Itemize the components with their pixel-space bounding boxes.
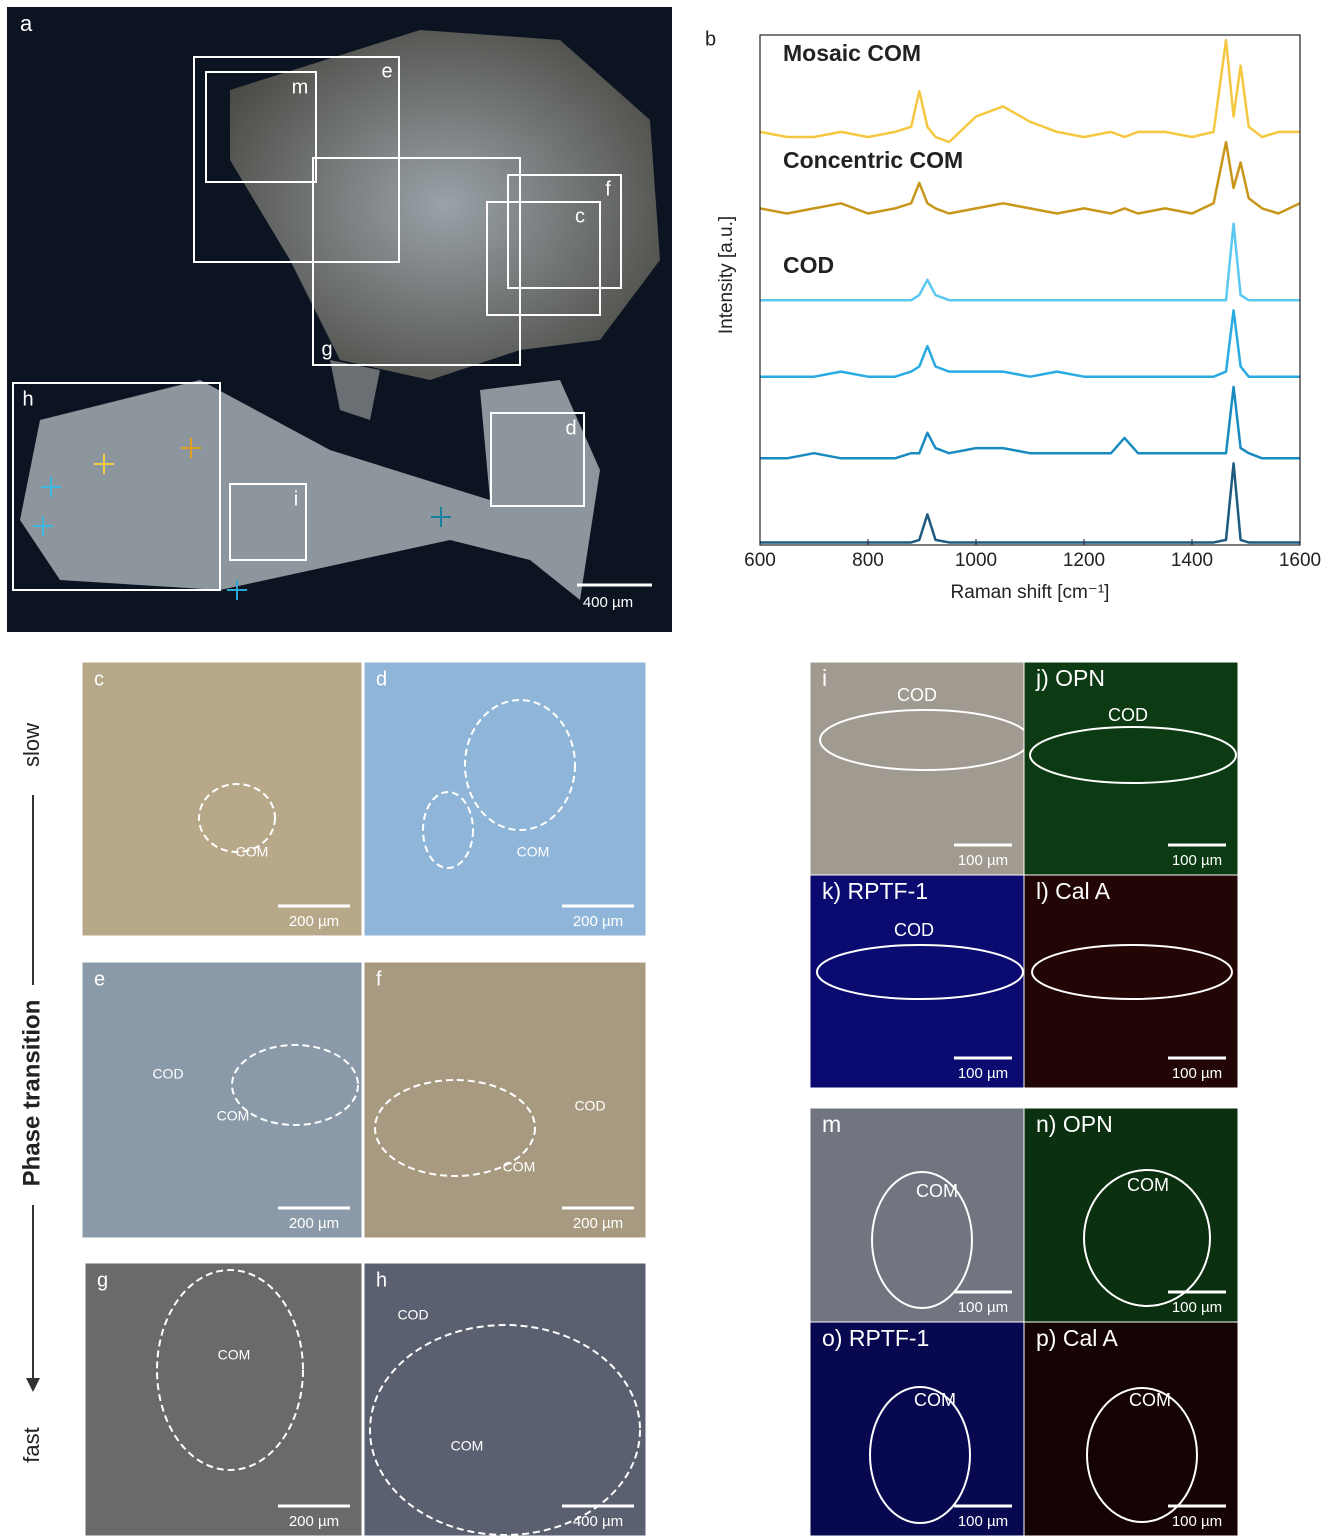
annotation: COM — [1127, 1175, 1169, 1195]
panel-label: e — [94, 968, 105, 990]
scale-label: 100 µm — [958, 1065, 1008, 1082]
scale-label: 400 µm — [583, 594, 633, 611]
series-label: Concentric COM — [783, 147, 963, 173]
scale-label: 200 µm — [289, 1513, 339, 1530]
box-label: d — [565, 417, 576, 439]
spectrum — [760, 463, 1300, 542]
annotation: COM — [236, 844, 269, 860]
panel-label: n) OPN — [1036, 1111, 1113, 1137]
plot-frame — [760, 35, 1300, 545]
series-label: Mosaic COM — [783, 40, 921, 66]
x-tick-label: 1000 — [955, 550, 997, 571]
micrograph — [1024, 662, 1238, 875]
annotation: COM — [503, 1159, 536, 1175]
panel-label: j) OPN — [1035, 665, 1105, 691]
box-label: m — [292, 76, 309, 98]
panel-label: i — [822, 665, 827, 691]
box-label: c — [575, 205, 585, 227]
micrograph — [82, 662, 362, 936]
annotation: COD — [152, 1066, 183, 1082]
box-label: i — [294, 488, 298, 510]
micrograph — [1024, 1322, 1238, 1536]
scale-label: 100 µm — [958, 1513, 1008, 1530]
annotation: COD — [574, 1098, 605, 1114]
panel-label: m — [822, 1111, 841, 1137]
panel-label: l) Cal A — [1036, 878, 1111, 904]
micrograph — [364, 1263, 646, 1536]
side-label: slow — [19, 723, 44, 767]
spectrum — [760, 387, 1300, 458]
scale-label: 400 µm — [573, 1513, 623, 1530]
side-label: fast — [19, 1427, 44, 1462]
panel-label: g — [97, 1269, 108, 1291]
scale-label: 100 µm — [1172, 1065, 1222, 1082]
annotation: COM — [914, 1390, 956, 1410]
annotation: COM — [1129, 1390, 1171, 1410]
annotation: COM — [517, 844, 550, 860]
micrograph — [1024, 875, 1238, 1088]
annotation: COD — [397, 1307, 428, 1323]
scale-label: 200 µm — [573, 913, 623, 930]
x-tick-label: 1200 — [1063, 550, 1105, 571]
arrow-head — [26, 1378, 40, 1392]
x-tick-label: 800 — [852, 550, 884, 571]
spectrum — [760, 224, 1300, 301]
scale-label: 100 µm — [1172, 852, 1222, 869]
micrograph — [82, 962, 362, 1238]
panel-label: o) RPTF-1 — [822, 1325, 929, 1351]
box-label: e — [381, 60, 392, 82]
box-label: g — [321, 338, 332, 360]
page: slow Phase transition fast b amefcghid40… — [0, 0, 1337, 1536]
x-axis-title: Raman shift [cm⁻¹] — [951, 582, 1110, 603]
scale-label: 100 µm — [958, 1299, 1008, 1316]
annotation: COD — [1108, 705, 1148, 725]
micrograph — [810, 1108, 1024, 1322]
y-axis-title: Intensity [a.u.] — [716, 216, 737, 334]
scale-label: 100 µm — [1172, 1299, 1222, 1316]
panel-label: d — [376, 668, 387, 690]
scale-label: 200 µm — [289, 1215, 339, 1232]
panel-label: h — [376, 1269, 387, 1291]
x-tick-label: 1400 — [1171, 550, 1213, 571]
side-label: Phase transition — [18, 1000, 45, 1187]
annotation: COD — [897, 685, 937, 705]
spectrum — [760, 310, 1300, 376]
annotation: COM — [916, 1181, 958, 1201]
panel-label: k) RPTF-1 — [822, 878, 928, 904]
box-label: f — [605, 178, 611, 200]
scale-label: 100 µm — [1172, 1513, 1222, 1530]
panel-label: b — [705, 28, 716, 50]
micrograph — [810, 1322, 1024, 1536]
box-label: h — [22, 388, 33, 410]
figure: slow Phase transition fast b amefcghid40… — [0, 0, 1337, 1536]
annotation: COM — [217, 1108, 250, 1124]
annotation: COD — [894, 920, 934, 940]
scale-label: 200 µm — [573, 1215, 623, 1232]
panel-label: f — [376, 968, 382, 990]
x-tick-label: 600 — [744, 550, 776, 571]
panel-label: c — [94, 668, 104, 690]
panel-label: p) Cal A — [1036, 1325, 1118, 1351]
series-label: COD — [783, 252, 834, 278]
annotation: COM — [218, 1347, 251, 1363]
x-tick-label: 1600 — [1279, 550, 1321, 571]
panel-label: a — [20, 11, 33, 36]
scale-label: 100 µm — [958, 852, 1008, 869]
micrograph — [810, 875, 1024, 1088]
micrograph — [85, 1263, 362, 1536]
annotation: COM — [451, 1438, 484, 1454]
scale-label: 200 µm — [289, 913, 339, 930]
